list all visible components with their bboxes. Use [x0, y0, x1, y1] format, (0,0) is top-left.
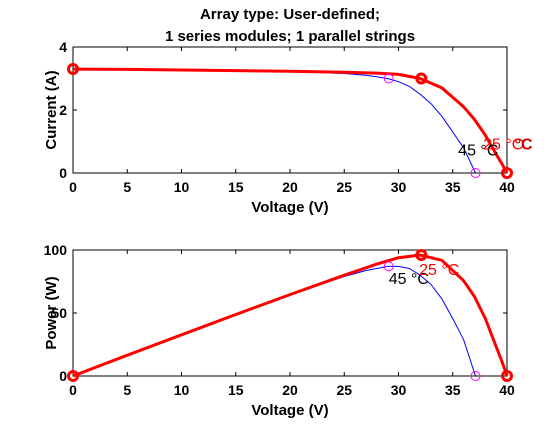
x-tick-label: 10	[174, 179, 190, 195]
mpp-marker-45c	[383, 73, 394, 84]
x-tick-label: 20	[282, 382, 298, 398]
pv-curve-plot: 0 5 10 15 20 25 30 35 40 0 50 100 Voltage (V) Power (…	[43, 242, 515, 419]
y-tick-label: 2	[59, 102, 67, 118]
x-tick-label: 25	[336, 382, 352, 398]
x-tick-label: 0	[69, 179, 77, 195]
temperature-annotation-0: 45 °C	[458, 143, 498, 160]
x-axis-label: Voltage (V)	[251, 402, 328, 419]
figure-title: Array type: User-defined; 1 series module…	[165, 6, 415, 45]
y-axis-label: Power (W)	[43, 276, 60, 349]
chart-title-line-0: Array type: User-defined;	[200, 6, 380, 23]
x-tick-label: 25	[336, 179, 352, 195]
temperature-annotation-0: 45 °C	[389, 271, 429, 288]
x-tick-label: 15	[228, 179, 244, 195]
chart-title-line-1: 1 series modules; 1 parallel strings	[165, 28, 415, 45]
temperature-annotation-1: 25 °C	[419, 262, 459, 279]
x-axis-label: Voltage (V)	[251, 199, 328, 216]
mpp-marker-45c	[470, 371, 481, 381]
axes-box	[72, 46, 508, 174]
x-tick-label: 35	[445, 179, 461, 195]
y-tick-label: 50	[51, 305, 67, 321]
mpp-marker-25c	[415, 249, 428, 262]
mpp-marker-45c	[383, 261, 394, 272]
x-tick-label: 35	[445, 382, 461, 398]
mpp-marker-25c	[415, 72, 428, 85]
mpp-marker-25c	[67, 370, 79, 382]
x-tick-label: 15	[228, 382, 244, 398]
y-tick-label: 100	[44, 242, 68, 258]
mpp-marker-45c	[470, 168, 481, 178]
x-tick-label: 0	[69, 382, 77, 398]
series-line-25c	[72, 67, 509, 174]
x-tick-label: 30	[391, 382, 407, 398]
x-tick-label: 5	[123, 382, 131, 398]
x-tick-label: 40	[499, 382, 515, 398]
x-tick-label: 40	[499, 179, 515, 195]
mpp-marker-25c	[501, 167, 513, 179]
x-tick-label: 5	[123, 179, 131, 195]
x-tick-label: 30	[391, 179, 407, 195]
series-line-25c	[72, 253, 509, 378]
y-tick-label: 0	[59, 165, 67, 181]
series-line-45c	[72, 68, 476, 174]
y-tick-label: 4	[59, 39, 67, 55]
mpp-marker-25c	[501, 370, 513, 382]
temperature-annotation-2: °C	[515, 136, 533, 153]
iv-curve-plot: 0 5 10 15 20 25 30 35 40 0 2 4 Voltage (V) Current (A…	[43, 39, 533, 216]
x-tick-label: 20	[282, 179, 298, 195]
temperature-annotation-1: 25 °C	[483, 136, 523, 153]
x-tick-label: 10	[174, 382, 190, 398]
mpp-marker-25c	[67, 63, 79, 76]
y-tick-label: 0	[59, 368, 67, 384]
y-axis-label: Current (A)	[43, 70, 60, 149]
